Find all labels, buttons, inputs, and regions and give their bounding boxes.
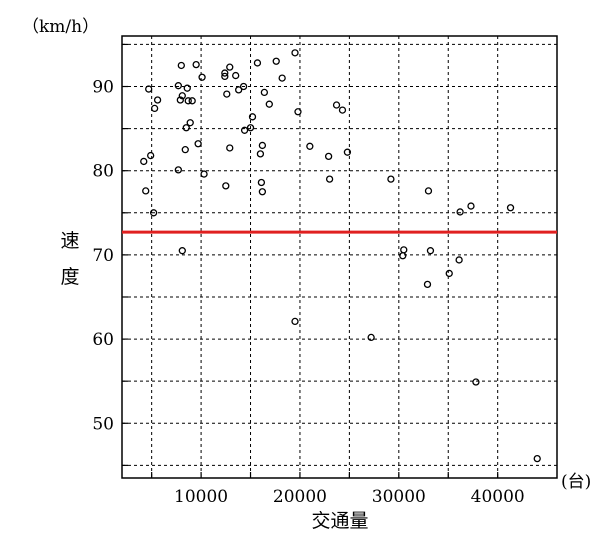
y-axis-label-char-2: 度 [60,266,79,288]
data-point [426,247,435,255]
x-unit-label: (台) [561,472,591,492]
x-tick-label: 10000 [174,487,228,507]
data-point [291,49,299,57]
grid-lines [122,36,557,478]
data-point [294,108,302,116]
data-point [183,84,191,92]
data-point [194,140,202,148]
data-point [506,204,515,212]
data-point [445,269,453,278]
data-point [367,333,375,342]
data-point [256,150,265,158]
data-point [188,97,196,105]
data-point [424,187,433,195]
data-point [343,148,352,156]
data-point [253,59,262,67]
data-point [258,188,267,196]
data-point [248,113,257,121]
x-tick-label: 20000 [273,487,327,507]
data-point [472,378,480,386]
data-point [221,72,229,81]
x-tick-label: 40000 [471,487,525,507]
data-point [200,170,208,178]
data-point [198,73,206,81]
data-points [140,49,541,463]
data-point [235,86,243,94]
plot-frame [121,35,558,479]
data-point [257,178,266,187]
data-point [176,96,184,104]
data-point [272,57,280,65]
y-tick-label: 50 [92,414,114,434]
axis-ticks [122,43,499,478]
data-point [278,74,286,82]
data-point [153,96,162,104]
data-point [226,144,234,152]
data-point [258,141,267,150]
data-point [222,182,230,190]
data-point [456,208,464,216]
data-point [240,126,249,134]
data-point [178,92,186,100]
data-point [324,152,333,161]
data-point [147,151,155,160]
y-tick-label: 80 [92,162,114,182]
data-point [306,142,314,150]
data-point [142,187,150,195]
data-point [455,256,463,264]
data-point [332,101,341,109]
data-point [221,69,229,77]
y-unit-label: （km/h） [22,17,99,37]
data-point [177,61,185,70]
data-point [184,97,192,105]
data-point [181,146,189,154]
y-tick-label: 70 [92,246,114,266]
data-point [387,175,395,183]
y-tick-label: 90 [92,78,114,98]
x-tick-label: 30000 [372,487,426,507]
data-point [246,124,255,132]
data-point [338,106,347,114]
data-point [150,104,159,113]
tick-labels: 10000 20000 30000 40000 50 60 70 80 90 [92,78,524,507]
data-point [533,454,541,463]
data-point [174,82,183,90]
data-point [325,175,334,183]
data-point [239,82,248,91]
y-axis-label-char-1: 速 [60,230,79,252]
data-point [149,209,158,217]
data-point [223,90,231,98]
data-point [423,280,432,289]
data-point [467,202,475,210]
data-point [182,124,190,132]
data-point [232,71,240,80]
x-axis-label: 交通量 [311,510,368,532]
data-point [265,100,273,108]
data-point [400,246,408,254]
data-point [178,247,186,255]
data-point [260,88,269,97]
data-point [174,166,183,174]
y-tick-label: 60 [92,330,114,350]
data-point [145,85,153,93]
data-point [140,157,148,166]
data-point [186,119,194,127]
data-point [291,317,299,326]
data-point [226,63,234,71]
data-point [399,252,407,260]
data-point [192,60,200,69]
